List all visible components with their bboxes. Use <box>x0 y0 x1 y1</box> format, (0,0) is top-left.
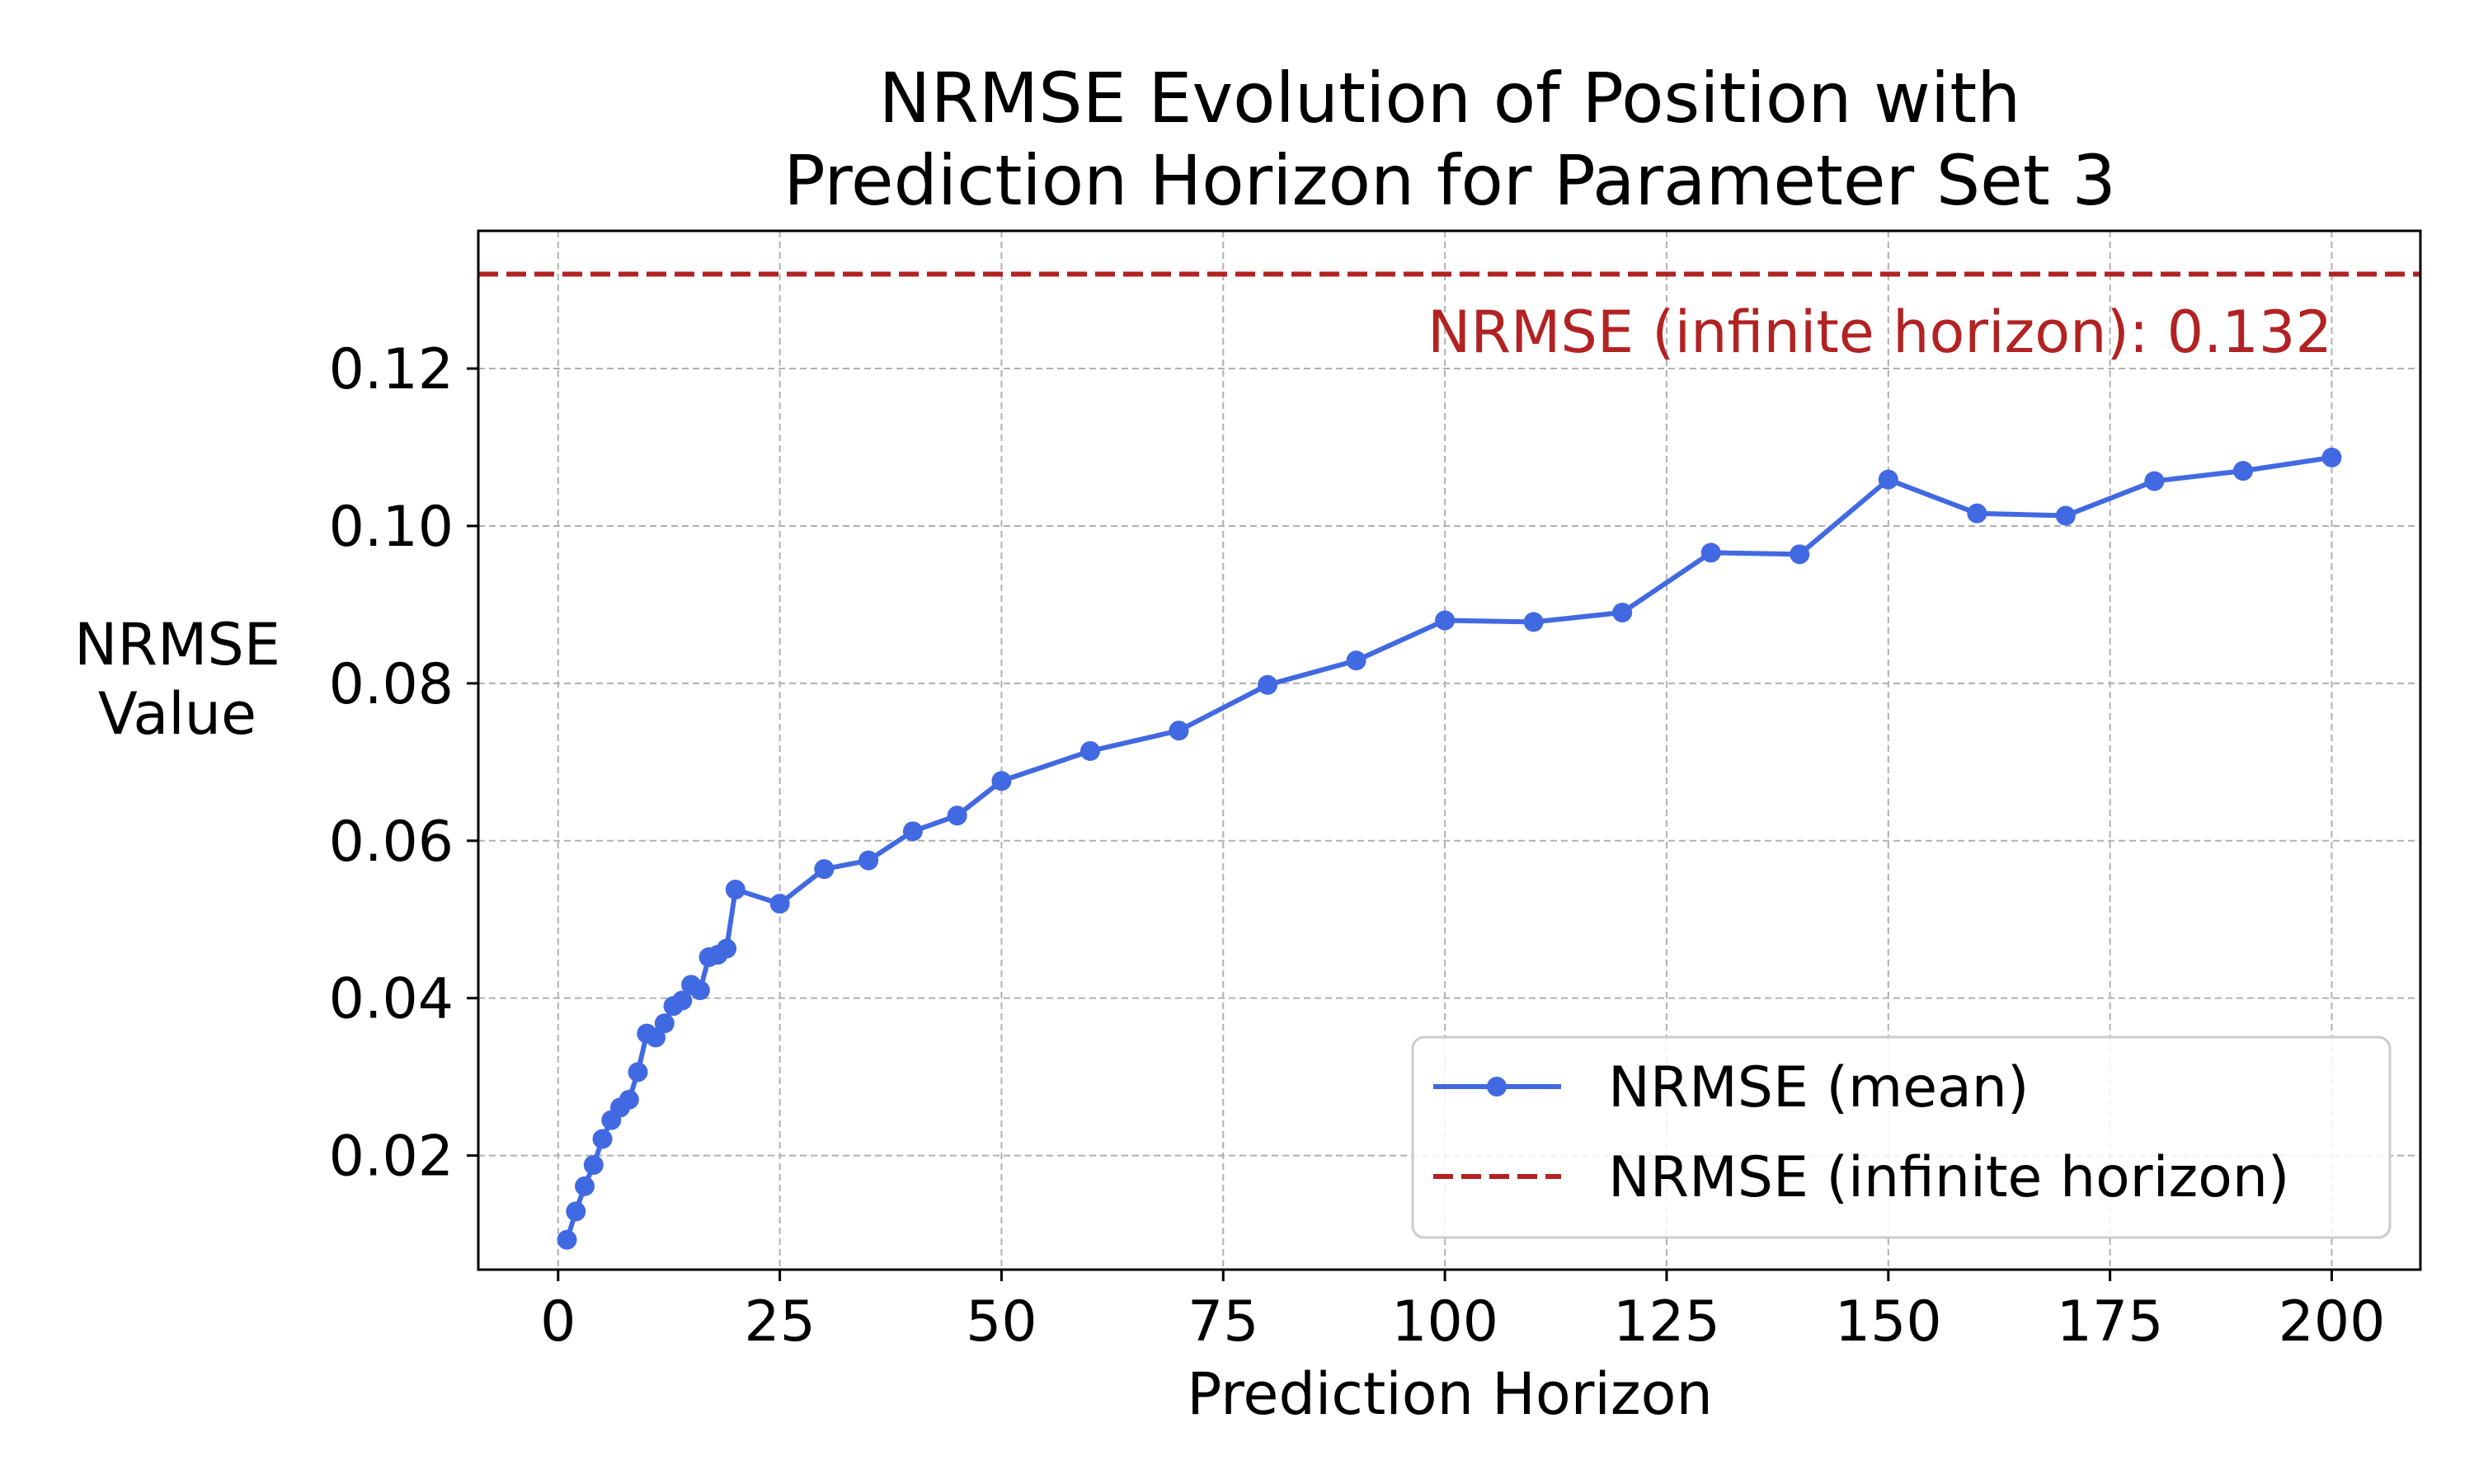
data-point <box>575 1176 595 1196</box>
x-axis-ticks: 0 25 50 75 100 125 150 175 200 <box>540 1270 2385 1355</box>
data-point <box>1700 542 1721 563</box>
x-axis-label: Prediction Horizon <box>1187 1360 1713 1428</box>
data-point <box>814 859 835 880</box>
data-point <box>1878 469 1898 490</box>
data-point <box>1258 674 1278 695</box>
data-point <box>991 771 1012 791</box>
data-point <box>654 1013 675 1034</box>
data-point <box>628 1062 648 1082</box>
y-tick-label: 0.06 <box>329 810 454 875</box>
data-point <box>566 1201 586 1222</box>
y-tick-label: 0.12 <box>329 337 454 402</box>
x-tick-label: 75 <box>1188 1289 1259 1355</box>
data-point <box>1079 740 1100 761</box>
data-point <box>2055 505 2076 526</box>
legend-frame <box>1411 1036 2392 1239</box>
data-point <box>902 821 923 842</box>
chart-title-line-1: NRMSE Evolution of Position with <box>879 58 2021 139</box>
x-tick-label: 200 <box>2279 1289 2386 1355</box>
data-point <box>717 938 737 959</box>
data-point <box>1169 721 1189 741</box>
data-point <box>646 1027 666 1048</box>
chart-title-line-2: Prediction Horizon for Parameter Set 3 <box>783 140 2116 221</box>
y-tick-label: 0.10 <box>329 495 454 560</box>
x-tick-label: 50 <box>966 1289 1037 1355</box>
y-tick-label: 0.08 <box>329 652 454 717</box>
y-tick-label: 0.02 <box>329 1125 454 1190</box>
data-point <box>618 1089 639 1110</box>
data-point <box>1346 650 1366 671</box>
data-point <box>2144 471 2165 491</box>
x-tick-label: 100 <box>1391 1289 1498 1355</box>
data-point <box>592 1129 613 1149</box>
data-point <box>947 805 967 826</box>
y-axis-label-line-1: NRMSE <box>74 611 280 679</box>
data-point <box>2232 461 2253 481</box>
y-axis-label-line-2: Value <box>98 680 256 748</box>
data-point <box>2321 447 2342 467</box>
series-group <box>557 447 2342 1250</box>
data-point <box>725 879 745 899</box>
legend-label-mean: NRMSE (mean) <box>1608 1055 2029 1120</box>
data-point <box>1612 602 1633 622</box>
legend-swatch-mean-marker <box>1487 1077 1507 1097</box>
data-point <box>1967 503 1987 524</box>
data-point <box>672 990 693 1011</box>
legend-label-infinite-horizon: NRMSE (infinite horizon) <box>1608 1145 2289 1210</box>
data-point <box>858 850 879 871</box>
x-tick-label: 0 <box>540 1289 576 1355</box>
x-tick-label: 175 <box>2057 1289 2164 1355</box>
data-point <box>1435 610 1456 631</box>
x-tick-label: 25 <box>744 1289 816 1355</box>
data-point <box>583 1155 604 1176</box>
data-point <box>557 1229 577 1250</box>
plot-area-frame <box>477 229 2422 1271</box>
reference-line-annotation: NRMSE (infinite horizon): 0.132 <box>1427 298 2332 366</box>
y-axis-ticks: 0.02 0.04 0.06 0.08 0.10 0.12 <box>329 337 478 1190</box>
x-tick-label: 125 <box>1613 1289 1720 1355</box>
y-tick-label: 0.04 <box>329 967 454 1032</box>
data-point <box>689 980 710 1001</box>
x-tick-label: 150 <box>1835 1289 1942 1355</box>
legend: NRMSE (mean) NRMSE (infinite horizon) <box>1411 1036 2392 1239</box>
data-point <box>1523 612 1544 632</box>
data-point <box>769 894 790 914</box>
data-point <box>1790 544 1810 565</box>
